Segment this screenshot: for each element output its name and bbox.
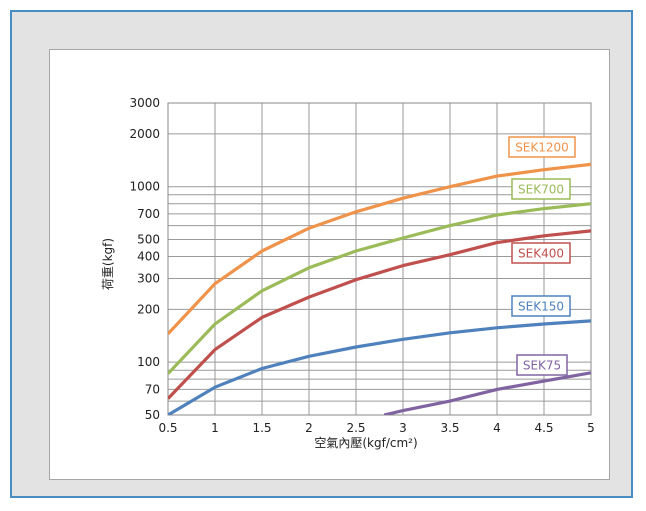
plot-area-border xyxy=(167,102,592,416)
y-tick-label: 3000 xyxy=(129,96,160,110)
y-tick-label: 1000 xyxy=(129,180,160,194)
y-tick-label: 300 xyxy=(137,271,160,285)
x-tick-label: 1.5 xyxy=(252,421,271,435)
y-tick-label: 2000 xyxy=(129,127,160,141)
series-line-sek75 xyxy=(383,371,591,415)
series-label-sek1200: SEK1200 xyxy=(515,141,569,155)
series-line-sek400 xyxy=(168,229,591,400)
x-tick-label: 4.5 xyxy=(534,421,553,435)
y-tick-label: 700 xyxy=(137,207,160,221)
series-lines xyxy=(168,162,591,415)
series-label-box-sek1200 xyxy=(508,136,576,158)
load-pressure-chart: 0.5 1 1.5 2 2.5 3 3.5 4 4.5 5 50 70 100 200 300 400 500 7… xyxy=(101,96,595,450)
series-labels: SEK1200 SEK700 SEK400 SEK150 SEK75 xyxy=(508,136,576,376)
x-tick-label: 3.5 xyxy=(440,421,459,435)
y-tick-label: 500 xyxy=(137,233,160,247)
y-tick-label: 50 xyxy=(145,408,160,422)
series-label-sek75: SEK75 xyxy=(523,359,561,373)
series-label-box-sek150 xyxy=(511,295,571,317)
axes: 0.5 1 1.5 2 2.5 3 3.5 4 4.5 5 50 70 100 200 300 400 500 7… xyxy=(129,96,594,435)
series-label-box-sek75 xyxy=(516,354,568,376)
x-tick-label: 4 xyxy=(493,421,501,435)
outer-frame: 0.5 1 1.5 2 2.5 3 3.5 4 4.5 5 50 70 100 200 300 400 500 7… xyxy=(10,10,633,498)
x-axis-title: 空氣內壓(kgf/cm²) xyxy=(314,436,417,450)
y-tick-label: 100 xyxy=(137,355,160,369)
y-axis-title: 荷重(kgf) xyxy=(101,238,115,290)
y-tick-label: 400 xyxy=(137,250,160,264)
chart-panel: 0.5 1 1.5 2 2.5 3 3.5 4 4.5 5 50 70 100 200 300 400 500 7… xyxy=(49,49,610,480)
x-tick-label: 3 xyxy=(399,421,407,435)
x-tick-label: 1 xyxy=(211,421,219,435)
series-label-box-sek400 xyxy=(511,242,571,264)
series-label-box-sek700 xyxy=(511,178,571,200)
series-label-sek150: SEK150 xyxy=(518,300,564,314)
series-label-sek700: SEK700 xyxy=(518,183,564,197)
series-line-sek700 xyxy=(168,202,591,375)
x-tick-label: 5 xyxy=(587,421,595,435)
x-tick-label: 2 xyxy=(305,421,313,435)
series-line-sek150 xyxy=(168,319,591,415)
y-tick-label: 70 xyxy=(145,382,160,396)
x-tick-label: 2.5 xyxy=(346,421,365,435)
series-label-sek400: SEK400 xyxy=(518,247,564,261)
x-tick-label: 0.5 xyxy=(158,421,177,435)
y-tick-label: 200 xyxy=(137,302,160,316)
series-line-sek1200 xyxy=(168,162,591,335)
